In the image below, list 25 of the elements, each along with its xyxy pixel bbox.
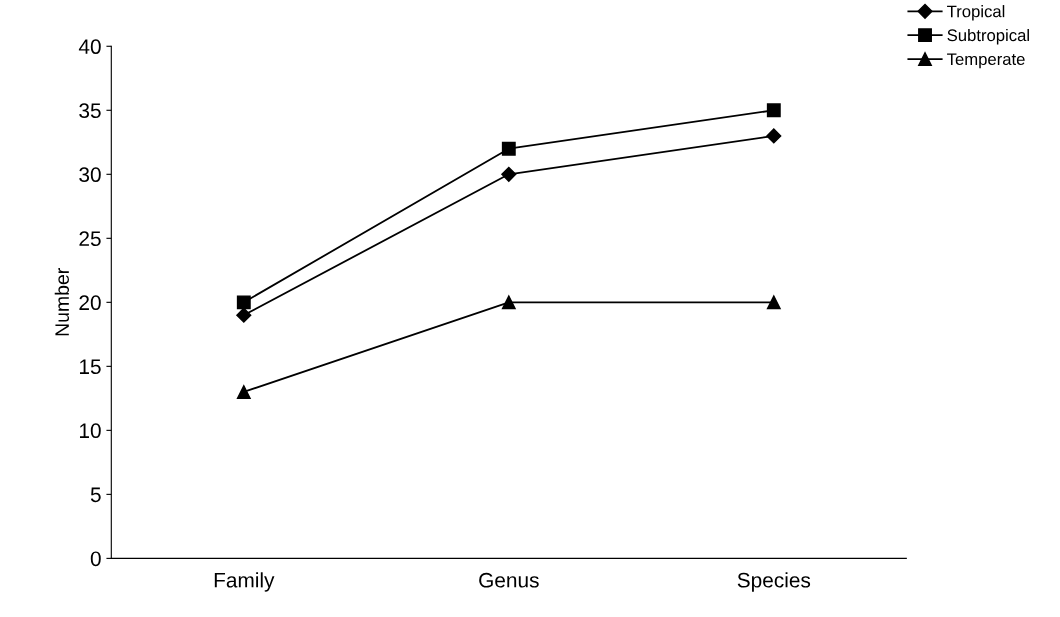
y-tick-label: 25 [79, 231, 101, 247]
point [766, 128, 782, 144]
y-tick-label: 0 [90, 551, 101, 567]
point [236, 295, 251, 310]
point [766, 295, 781, 310]
y-tick-label: 15 [80, 359, 101, 375]
y-tick-label: 10 [80, 423, 101, 439]
x-tick-label: Genus [479, 572, 539, 588]
point [501, 166, 517, 182]
y-tick-label: 40 [78, 39, 101, 55]
y-tick-label: 35 [79, 103, 101, 119]
x-tick-label: Species [737, 572, 811, 592]
y-tick-label: 20 [79, 295, 101, 311]
point [501, 141, 516, 156]
y-tick-label: 5 [90, 487, 101, 503]
legend-label: Subtropical [947, 28, 1029, 45]
x-tick-label: Family [214, 572, 275, 592]
point [236, 385, 251, 399]
y-axis-title: Number [54, 268, 70, 336]
y-tick-label: 30 [79, 167, 101, 183]
point [236, 307, 252, 323]
legend-label: Temperate [947, 53, 1025, 69]
point [766, 103, 781, 118]
point [501, 295, 516, 310]
legend-label: Tropical [947, 5, 1005, 21]
